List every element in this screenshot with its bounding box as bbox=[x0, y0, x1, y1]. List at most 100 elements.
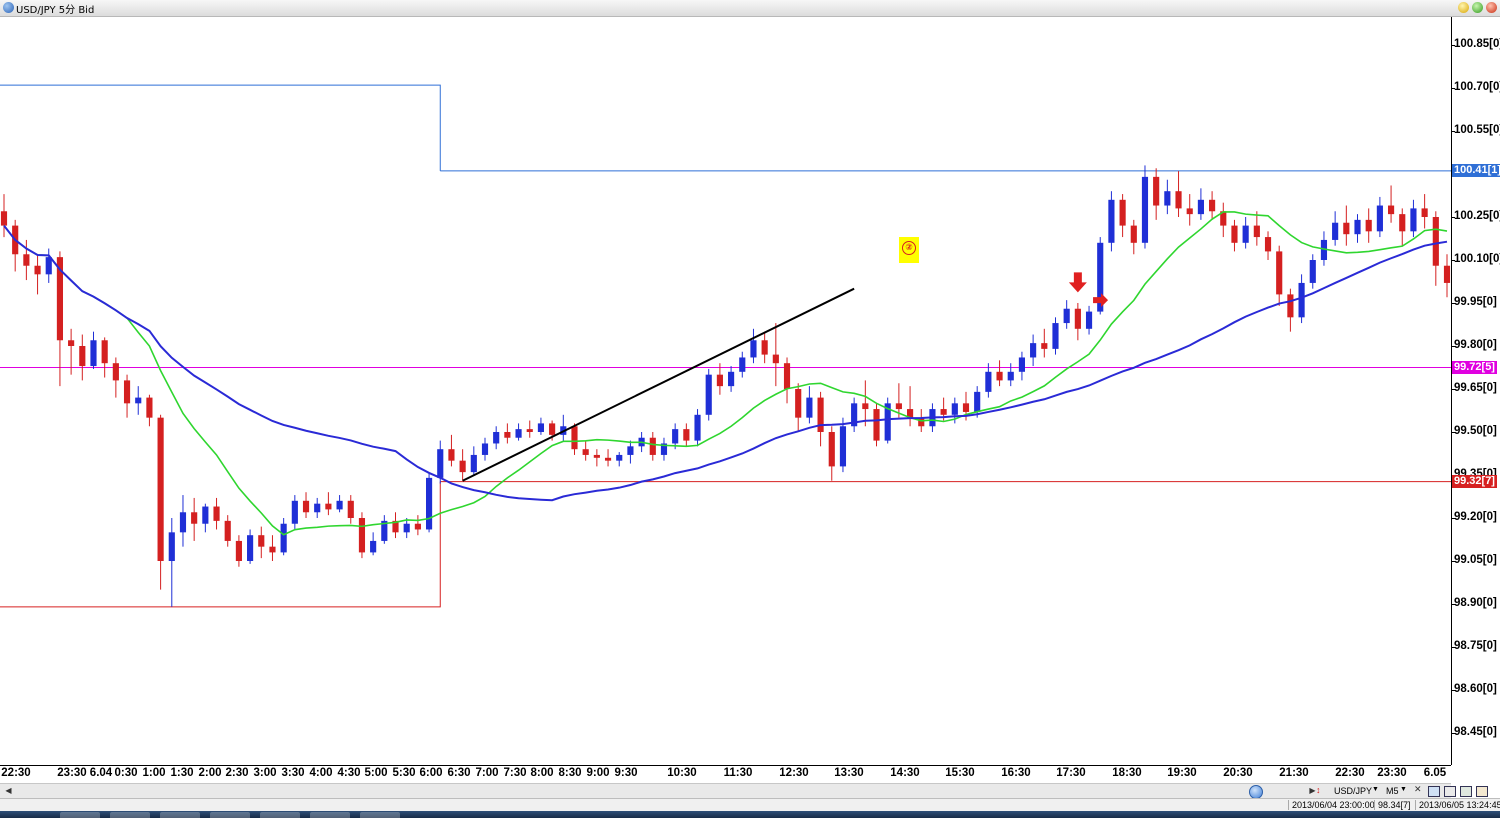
candle-body bbox=[996, 371, 1003, 381]
candle-body bbox=[101, 340, 108, 364]
close-chart-icon[interactable]: ✕ bbox=[1414, 784, 1422, 794]
maximize-button[interactable] bbox=[1472, 2, 1483, 13]
candle-body bbox=[68, 340, 75, 346]
time-axis-label: 20:30 bbox=[1223, 767, 1253, 779]
annotation-badge: ② bbox=[899, 237, 919, 263]
candle-body bbox=[906, 409, 914, 418]
candle-body bbox=[470, 454, 477, 473]
symbol-dropdown-icon[interactable]: ▼ bbox=[1372, 786, 1379, 793]
candle-body bbox=[1421, 208, 1428, 217]
right-arrow-marker bbox=[1093, 293, 1109, 308]
price-axis-label: 100.55[0] bbox=[1454, 124, 1500, 136]
candle-body bbox=[1343, 222, 1350, 235]
candle-body bbox=[526, 429, 533, 432]
candle-body bbox=[247, 535, 254, 561]
candle-body bbox=[750, 340, 757, 358]
time-axis-label: 5:30 bbox=[392, 767, 416, 779]
candle-body bbox=[381, 520, 388, 541]
candle-body bbox=[504, 432, 511, 438]
scroll-right-button[interactable]: ▶ bbox=[1309, 786, 1316, 795]
time-axis-label: 17:30 bbox=[1056, 767, 1086, 779]
candle-body bbox=[772, 354, 779, 364]
candle-body bbox=[1085, 311, 1093, 329]
candle-body bbox=[604, 457, 612, 461]
candle-body bbox=[448, 449, 455, 461]
horizontal-scrollbar[interactable]: ◀ ▶ bbox=[0, 783, 1451, 799]
candle-body bbox=[1164, 191, 1171, 206]
status-current-time: 2013/06/05 13:24:45 bbox=[1415, 800, 1500, 810]
candle-body bbox=[1320, 239, 1328, 260]
candle-body bbox=[157, 417, 164, 561]
timeframe-dropdown-icon[interactable]: ▼ bbox=[1400, 786, 1407, 793]
time-axis-label: 9:30 bbox=[614, 767, 638, 779]
candle-body bbox=[1309, 260, 1316, 283]
price-axis-tick bbox=[1451, 45, 1455, 46]
properties-icon[interactable] bbox=[1444, 786, 1456, 797]
candle-body bbox=[985, 371, 992, 392]
candle-body bbox=[1287, 294, 1294, 318]
scroll-thumb[interactable] bbox=[1249, 785, 1263, 799]
price-axis[interactable] bbox=[1451, 17, 1500, 765]
time-axis-label: 13:30 bbox=[834, 767, 864, 779]
candle-body bbox=[347, 500, 354, 518]
time-axis-label: 23:30 bbox=[57, 767, 87, 779]
candle-body bbox=[537, 423, 545, 432]
trendline bbox=[462, 287, 855, 482]
candle-body bbox=[336, 500, 343, 510]
price-axis-tick bbox=[1451, 561, 1455, 562]
candle-body bbox=[437, 449, 444, 478]
candle-body bbox=[1063, 308, 1070, 324]
candle-body bbox=[571, 426, 578, 450]
candle-body bbox=[1108, 199, 1115, 243]
scroll-left-button[interactable]: ◀ bbox=[5, 786, 12, 795]
candle-body bbox=[358, 518, 366, 553]
price-axis-tick bbox=[1451, 88, 1455, 89]
symbol-select[interactable]: USD/JPY bbox=[1334, 786, 1373, 796]
chart-plot-area[interactable] bbox=[0, 17, 1451, 765]
candle-body bbox=[683, 429, 690, 441]
close-button[interactable] bbox=[1486, 2, 1497, 13]
price-axis-label: 99.95[0] bbox=[1454, 296, 1497, 308]
candle-body bbox=[45, 257, 52, 275]
candle-body bbox=[34, 265, 41, 275]
candle-body bbox=[1007, 371, 1014, 381]
candle-body bbox=[235, 540, 242, 561]
grid-icon[interactable] bbox=[1476, 786, 1488, 797]
candle-body bbox=[291, 500, 298, 524]
taskbar-item[interactable] bbox=[160, 812, 200, 818]
candle-body bbox=[1041, 343, 1048, 349]
pin-icon[interactable]: ↕ bbox=[1316, 785, 1321, 795]
time-axis-label: 6:00 bbox=[419, 767, 443, 779]
status-range-start: 2013/06/04 23:00:00 bbox=[1288, 800, 1375, 810]
taskbar-item[interactable] bbox=[60, 812, 100, 818]
taskbar-item[interactable] bbox=[260, 812, 300, 818]
minimize-button[interactable] bbox=[1458, 2, 1469, 13]
candle-body bbox=[1097, 242, 1104, 312]
down-arrow-marker bbox=[1068, 272, 1087, 293]
taskbar-item[interactable] bbox=[110, 812, 150, 818]
candle-body bbox=[795, 389, 802, 418]
candle-body bbox=[851, 403, 858, 427]
price-axis-label: 99.50[0] bbox=[1454, 425, 1497, 437]
time-axis-label: 21:30 bbox=[1279, 767, 1309, 779]
timeframe-select[interactable]: M5 bbox=[1386, 786, 1399, 796]
tile-icon[interactable] bbox=[1460, 786, 1472, 797]
candle-body bbox=[728, 371, 735, 387]
layout-icon[interactable] bbox=[1428, 786, 1440, 797]
taskbar-item[interactable] bbox=[310, 812, 350, 818]
candle-body bbox=[783, 363, 791, 389]
time-axis-label: 15:30 bbox=[945, 767, 975, 779]
taskbar-item[interactable] bbox=[210, 812, 250, 818]
taskbar-item[interactable] bbox=[360, 812, 400, 818]
candle-body bbox=[582, 449, 589, 455]
price-axis-tick bbox=[1451, 346, 1455, 347]
candle-body bbox=[459, 460, 466, 473]
candle-body bbox=[425, 477, 433, 530]
candle-body bbox=[258, 535, 265, 547]
time-axis[interactable] bbox=[0, 765, 1451, 784]
price-axis-tick bbox=[1451, 647, 1455, 648]
candle-body bbox=[1253, 225, 1260, 238]
status-bar: 2013/06/04 23:00:00 98.34[7] 2013/06/05 … bbox=[0, 798, 1500, 812]
candle-body bbox=[806, 397, 813, 418]
time-axis-label: 0:30 bbox=[114, 767, 138, 779]
